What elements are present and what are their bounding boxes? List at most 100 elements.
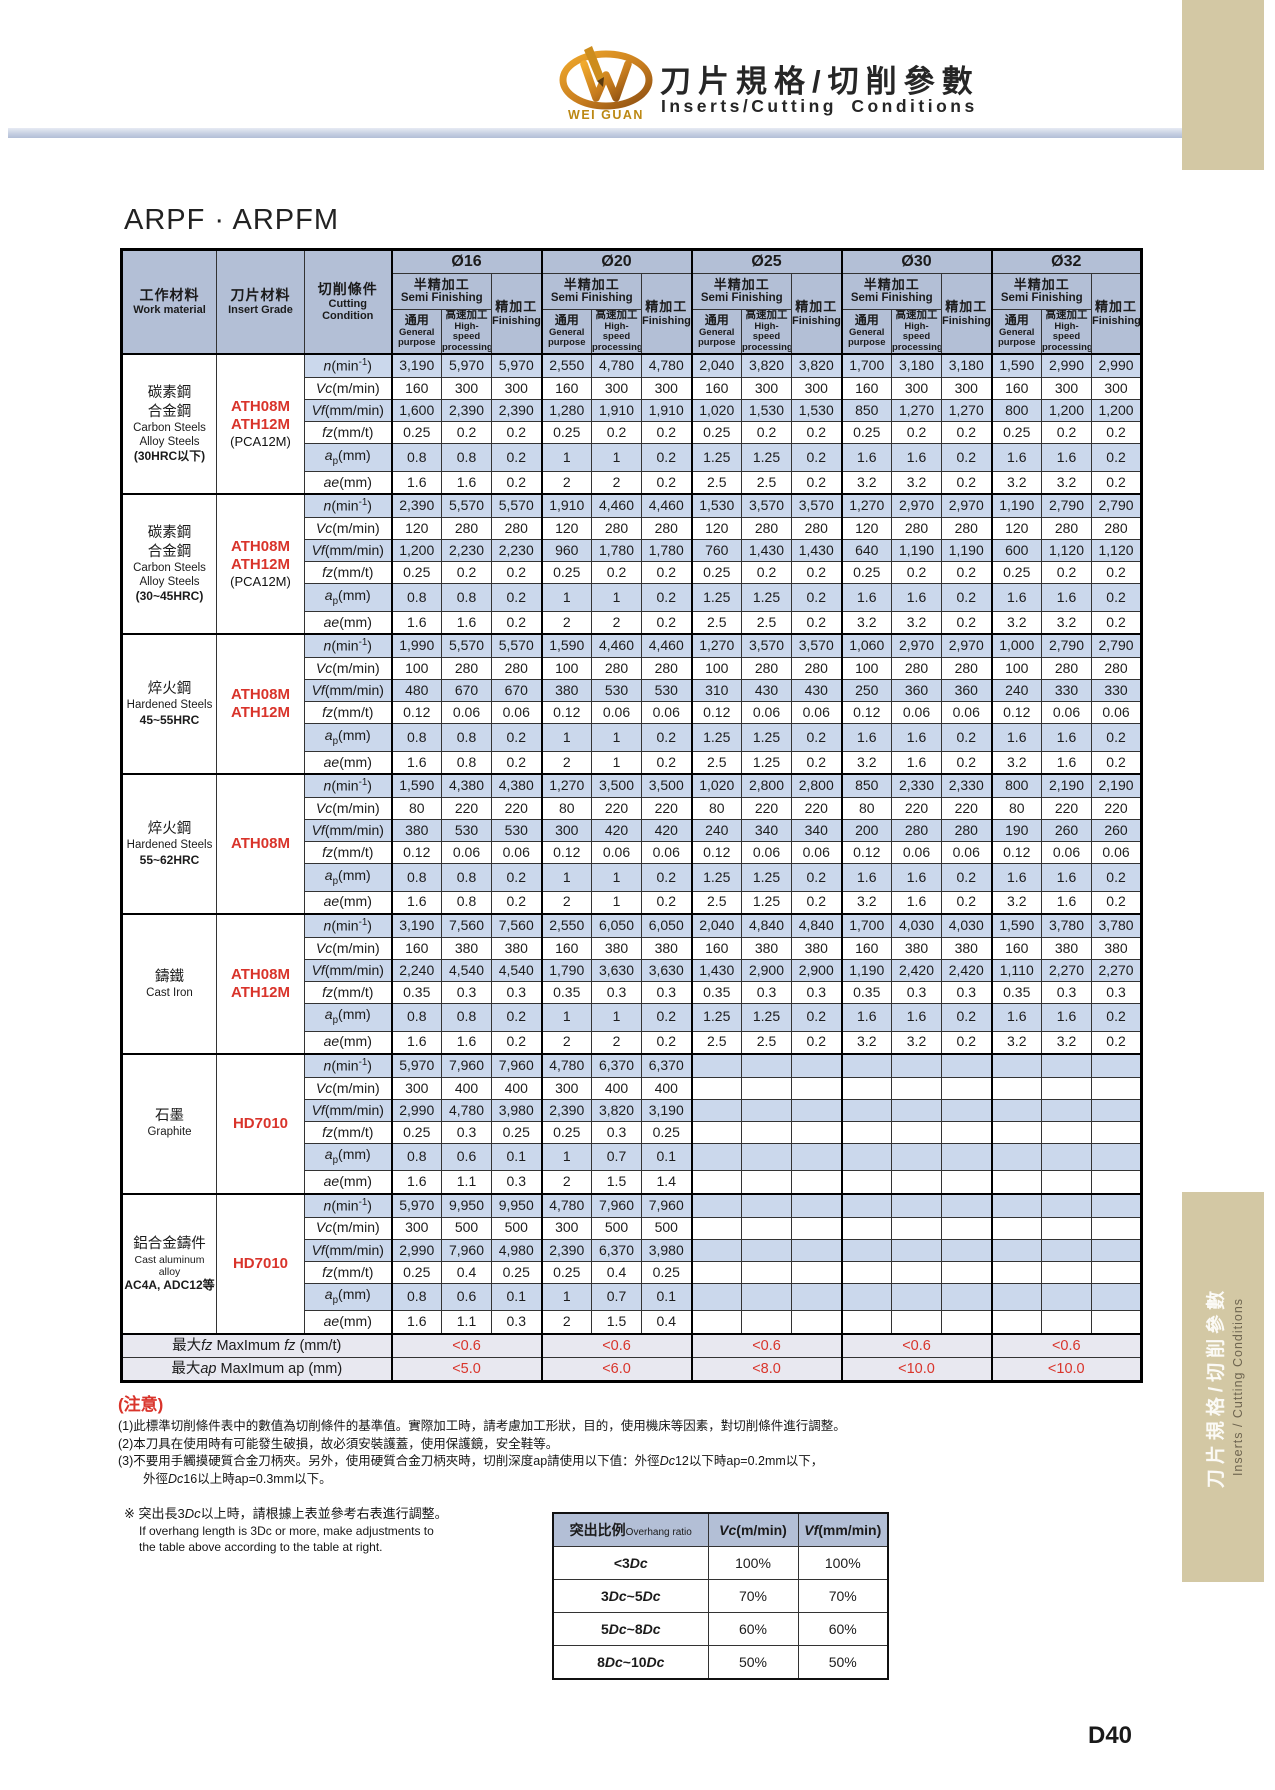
value-cell: 0.12: [391, 841, 442, 865]
value-cell: [891, 1098, 942, 1122]
table-row: fz(mm/t) 0.12 0.06 0.06 0.12 0.06 0.06 0.12 0.06…: [122, 841, 1143, 865]
value-cell: 4,460: [591, 633, 642, 659]
condition-row-label: fz(mm/t): [304, 701, 393, 725]
value-cell: 4,380: [441, 772, 492, 799]
value-cell: 120: [991, 517, 1042, 541]
value-cell: 220: [491, 797, 543, 821]
value-cell: 280: [941, 517, 993, 541]
value-cell: 1,190: [991, 493, 1042, 519]
value-cell: 0.25: [691, 561, 742, 585]
value-cell: [891, 1282, 942, 1312]
value-cell: 300: [941, 377, 993, 401]
table-row: fz(mm/t) 0.35 0.3 0.3 0.35 0.3 0.3 0.35 0.3 0.3 0.…: [122, 981, 1143, 1005]
table-row: 焠火鋼 Hardened Steels 45~55HRC ATH08M ATH12M n(…: [121, 633, 1143, 775]
value-cell: 260: [1090, 819, 1143, 843]
value-cell: 4,380: [491, 772, 543, 799]
value-cell: 0.25: [541, 1120, 592, 1145]
value-cell: 0.25: [841, 421, 892, 445]
page-header-title-zh: 刀片規格/切削參數: [660, 64, 980, 99]
value-cell: 250: [841, 679, 892, 703]
max-limit-value: <10.0: [841, 1357, 993, 1382]
value-cell: 2.5: [741, 1030, 792, 1055]
value-cell: [841, 1052, 892, 1078]
value-cell: [1041, 1216, 1092, 1240]
header-divider-bar: [8, 128, 1182, 138]
value-cell: [741, 1310, 792, 1335]
value-cell: 3,820: [741, 353, 792, 379]
value-cell: 2,420: [941, 958, 993, 983]
value-cell: 0.06: [1090, 701, 1143, 725]
value-cell: 1.6: [891, 583, 942, 612]
value-cell: 280: [641, 657, 693, 681]
diameter-header: Ø16: [391, 249, 543, 274]
value-cell: [841, 1238, 892, 1262]
value-cell: 380: [491, 936, 543, 961]
value-cell: 0.12: [691, 841, 742, 865]
value-cell: 300: [541, 819, 592, 843]
overhang-vc-value: 50%: [707, 1645, 799, 1680]
high-speed-header: 高速加工 High-speed processing: [441, 309, 492, 355]
semi-finishing-header: 半精加工 Semi Finishing: [541, 273, 642, 310]
max-limit-value: <6.0: [541, 1357, 693, 1382]
value-cell: 2: [541, 1030, 592, 1055]
value-cell: 160: [391, 377, 442, 401]
value-cell: 1,430: [691, 958, 742, 983]
value-cell: [1090, 1260, 1143, 1284]
value-cell: 0.2: [491, 1030, 543, 1055]
value-cell: 0.2: [1090, 421, 1143, 445]
value-cell: 2,970: [891, 633, 942, 659]
value-cell: 500: [441, 1216, 492, 1240]
value-cell: [991, 1282, 1042, 1312]
max-limit-value: <5.0: [391, 1357, 543, 1382]
value-cell: 3.2: [841, 890, 892, 915]
value-cell: 160: [991, 377, 1042, 401]
value-cell: 1,530: [791, 399, 843, 423]
value-cell: 6,370: [591, 1238, 642, 1262]
value-cell: 530: [591, 679, 642, 703]
value-cell: 280: [441, 657, 492, 681]
value-cell: 240: [991, 679, 1042, 703]
value-cell: 0.8: [391, 1282, 442, 1312]
value-cell: 0.06: [641, 841, 693, 865]
value-cell: 1.6: [891, 863, 942, 892]
value-cell: 0.06: [591, 841, 642, 865]
value-cell: [741, 1076, 792, 1100]
value-cell: 0.2: [791, 443, 843, 472]
value-cell: 3.2: [891, 470, 942, 495]
value-cell: 3,570: [741, 633, 792, 659]
material-cell: 鋁合金鑄件 Cast aluminum alloy AC4A, ADC12等: [121, 1192, 217, 1335]
max-limit-value: <0.6: [691, 1333, 843, 1358]
value-cell: 480: [391, 679, 442, 703]
value-cell: 0.35: [991, 981, 1042, 1005]
value-cell: 0.25: [841, 561, 892, 585]
value-cell: [1090, 1076, 1143, 1100]
value-cell: 2: [591, 1030, 642, 1055]
table-row: ap(mm) 0.8 0.8 0.2 1 1 0.2 1.25 1.25 0.2 1.6 1.6 0.2…: [122, 1003, 1143, 1032]
value-cell: 100: [841, 657, 892, 681]
value-cell: 2,390: [541, 1098, 592, 1122]
value-cell: [991, 1052, 1042, 1078]
value-cell: 0.8: [391, 583, 442, 612]
value-cell: [1041, 1260, 1092, 1284]
value-cell: 2,390: [441, 399, 492, 423]
value-cell: 2: [541, 470, 592, 495]
value-cell: 1,280: [541, 399, 592, 423]
value-cell: 3.2: [991, 890, 1042, 915]
value-cell: 2.5: [691, 750, 742, 775]
value-cell: [941, 1282, 993, 1312]
value-cell: 2,790: [1041, 633, 1092, 659]
value-cell: [741, 1238, 792, 1262]
value-cell: 500: [591, 1216, 642, 1240]
value-cell: 0.2: [441, 421, 492, 445]
value-cell: 220: [891, 797, 942, 821]
semi-finishing-header: 半精加工 Semi Finishing: [991, 273, 1092, 310]
note-item: 外徑Dc16以上時ap=0.3mm以下。: [118, 1471, 332, 1486]
value-cell: 1,000: [991, 633, 1042, 659]
value-cell: 2,970: [891, 493, 942, 519]
value-cell: 1.5: [591, 1310, 642, 1335]
value-cell: 280: [741, 517, 792, 541]
value-cell: [941, 1260, 993, 1284]
value-cell: 6,050: [591, 912, 642, 938]
value-cell: [941, 1076, 993, 1100]
value-cell: 0.12: [841, 701, 892, 725]
